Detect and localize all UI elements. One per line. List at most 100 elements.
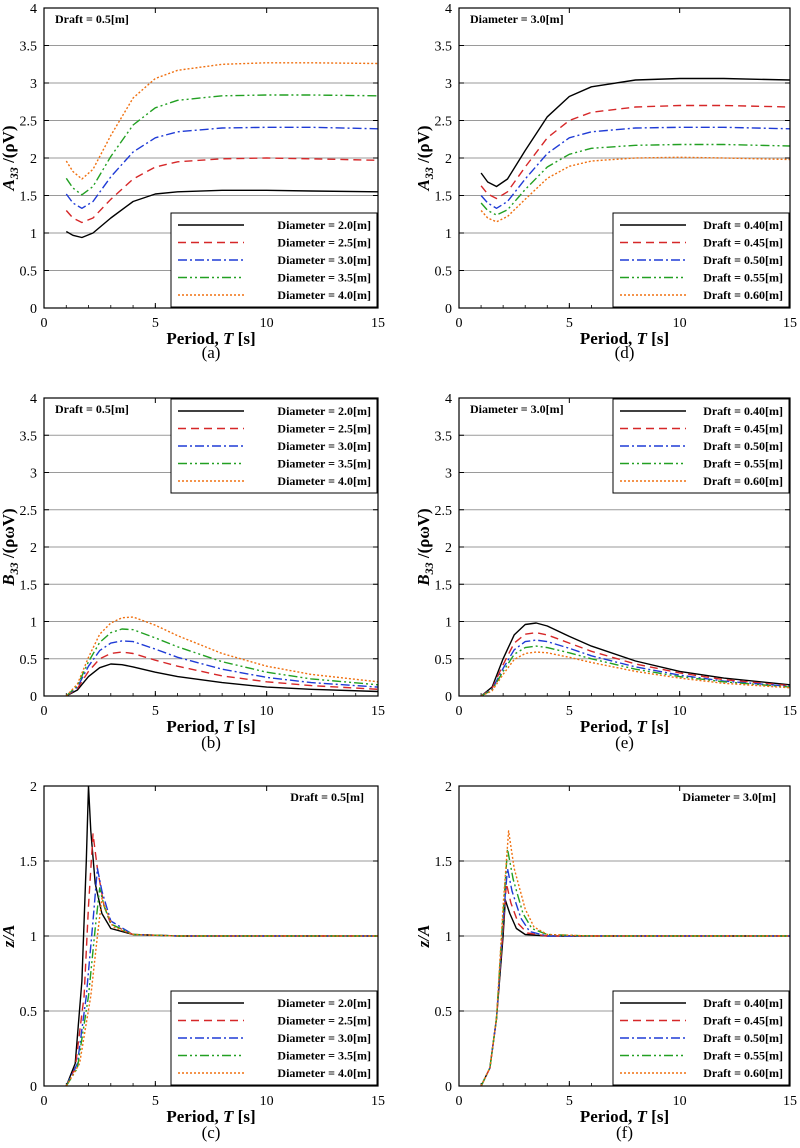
legend: Draft = 0.40[m] Draft = 0.45[m] Draft = 0.…	[612, 212, 790, 308]
legend: Diameter = 2.0[m] Diameter = 2.5[m] Diamet…	[170, 990, 378, 1086]
panel-caption: (e)	[615, 733, 634, 752]
legend: Diameter = 2.0[m] Diameter = 2.5[m] Diamet…	[170, 398, 378, 494]
series-line-4	[480, 645, 790, 696]
legend-box	[170, 212, 378, 308]
chart-a: 0 0.5 1 1.5 2 2.5 3 3.5 4 0 5 10 15 Period, T [s] A33 …	[0, 2, 385, 362]
legend-label-2: Diameter = 2.5[m]	[277, 236, 371, 250]
legend-label-3: Draft = 0.50[m]	[703, 1031, 783, 1045]
chart-d: 0 0.5 1 1.5 2 2.5 3 3.5 4 0 5 10 15 Period, T [s] A33 …	[414, 2, 797, 362]
legend-label-4: Draft = 0.55[m]	[703, 1049, 783, 1063]
y-tick-label: 2.5	[435, 115, 453, 130]
x-tick-label: 0	[456, 316, 463, 331]
x-axis-label: Period, T [s]	[580, 1107, 669, 1126]
y-tick-label: 1.5	[20, 190, 38, 205]
legend: Draft = 0.40[m] Draft = 0.45[m] Draft = 0.…	[612, 990, 790, 1086]
y-axis-label: A33 /(ρV)	[0, 125, 21, 191]
y-tick-label: 1.5	[435, 190, 453, 205]
legend-label-1: Diameter = 2.0[m]	[277, 404, 371, 418]
y-axis-label: z/A	[0, 925, 18, 949]
y-axis-label: B33 /(ρωV)	[414, 508, 436, 586]
x-tick-label: 15	[783, 704, 797, 719]
y-axis-label: z/A	[414, 925, 433, 949]
y-tick-label: 1.5	[435, 578, 453, 593]
series-line-3	[65, 640, 378, 696]
series-line-5	[480, 156, 790, 223]
legend-label-4: Diameter = 3.5[m]	[277, 457, 371, 471]
series-line-4	[65, 628, 378, 696]
x-axis-label: Period, T [s]	[166, 329, 255, 348]
legend-label-3: Diameter = 3.0[m]	[277, 439, 371, 453]
y-tick-label: 2	[445, 541, 452, 556]
legend-label-5: Diameter = 4.0[m]	[277, 288, 371, 302]
legend-label-2: Diameter = 2.5[m]	[277, 422, 371, 436]
y-tick-label: 0	[30, 690, 37, 705]
legend-label-3: Draft = 0.50[m]	[703, 439, 783, 453]
y-axis-label: A33 /(ρV)	[414, 125, 436, 191]
legend-label-5: Draft = 0.60[m]	[703, 474, 783, 488]
series-line-1	[480, 622, 790, 696]
y-tick-label: 3.5	[435, 40, 453, 55]
series-line-2	[480, 104, 790, 200]
y-tick-label: 0.5	[20, 265, 38, 280]
chart-f: 0 0.5 1 1.5 2 0 5 10 15 Period, T [s] z/A Diameter …	[414, 780, 797, 1142]
y-tick-label: 1	[30, 616, 37, 631]
legend-label-5: Diameter = 4.0[m]	[277, 1066, 371, 1080]
x-tick-label: 15	[783, 1094, 797, 1109]
y-tick-label: 0	[445, 1080, 452, 1095]
legend-label-3: Diameter = 3.0[m]	[277, 253, 371, 267]
legend-label-4: Draft = 0.55[m]	[703, 271, 783, 285]
x-tick-label: 5	[152, 1094, 159, 1109]
legend-label-5: Draft = 0.60[m]	[703, 288, 783, 302]
series-line-4	[480, 848, 790, 1086]
series-line-4	[65, 94, 378, 196]
x-tick-label: 10	[673, 316, 687, 331]
plot-frame	[43, 397, 379, 697]
y-tick-label: 3	[30, 467, 37, 482]
y-tick-label: 2.5	[435, 504, 453, 519]
series-line-5	[480, 651, 790, 696]
x-tick-label: 10	[673, 704, 687, 719]
y-tick-label: 2	[30, 152, 37, 167]
series-line-1	[65, 663, 378, 696]
x-tick-label: 15	[371, 316, 385, 331]
x-tick-label: 0	[41, 704, 48, 719]
y-tick-label: 4	[30, 392, 37, 407]
legend-label-1: Draft = 0.40[m]	[703, 996, 783, 1010]
x-axis-label: Period, T [s]	[580, 717, 669, 736]
legend-label-2: Draft = 0.45[m]	[703, 422, 783, 436]
y-tick-label: 0	[30, 1080, 37, 1095]
x-tick-label: 5	[152, 316, 159, 331]
legend-label-1: Draft = 0.40[m]	[703, 218, 783, 232]
legend-box	[170, 990, 378, 1086]
panel-annotation: Draft = 0.5[m]	[55, 12, 129, 26]
y-tick-label: 1.5	[20, 578, 38, 593]
plot-frame	[43, 785, 379, 1087]
x-tick-label: 10	[260, 704, 274, 719]
y-tick-label: 2.5	[20, 504, 38, 519]
plot-frame	[458, 397, 791, 697]
y-tick-label: 3	[445, 467, 452, 482]
panel-annotation: Diameter = 3.0[m]	[470, 12, 564, 26]
x-tick-label: 15	[371, 704, 385, 719]
panel-annotation: Diameter = 3.0[m]	[682, 790, 776, 804]
y-tick-label: 0.5	[20, 1005, 38, 1020]
legend-label-1: Diameter = 2.0[m]	[277, 218, 371, 232]
legend-label-5: Draft = 0.60[m]	[703, 1066, 783, 1080]
series-line-4	[65, 887, 378, 1086]
x-tick-label: 10	[673, 1094, 687, 1109]
chart-b: 0 0.5 1 1.5 2 2.5 3 3.5 4 0 5 10 15 Period, T [s] B33 …	[0, 392, 385, 752]
legend-label-2: Diameter = 2.5[m]	[277, 1014, 371, 1028]
y-tick-label: 1	[30, 227, 37, 242]
y-tick-label: 4	[445, 392, 452, 407]
y-tick-label: 2	[30, 780, 37, 795]
x-tick-label: 5	[566, 1094, 573, 1109]
y-tick-label: 3	[30, 77, 37, 92]
y-tick-label: 2.5	[20, 115, 38, 130]
x-axis-label: Period, T [s]	[580, 329, 669, 348]
chart-c: 0 0.5 1 1.5 2 0 5 10 15 Period, T [s] z/A Draft = 0…	[0, 780, 385, 1142]
series-line-3	[65, 126, 378, 210]
x-tick-label: 0	[41, 1094, 48, 1109]
legend-label-2: Draft = 0.45[m]	[703, 1014, 783, 1028]
y-tick-label: 0	[445, 302, 452, 317]
